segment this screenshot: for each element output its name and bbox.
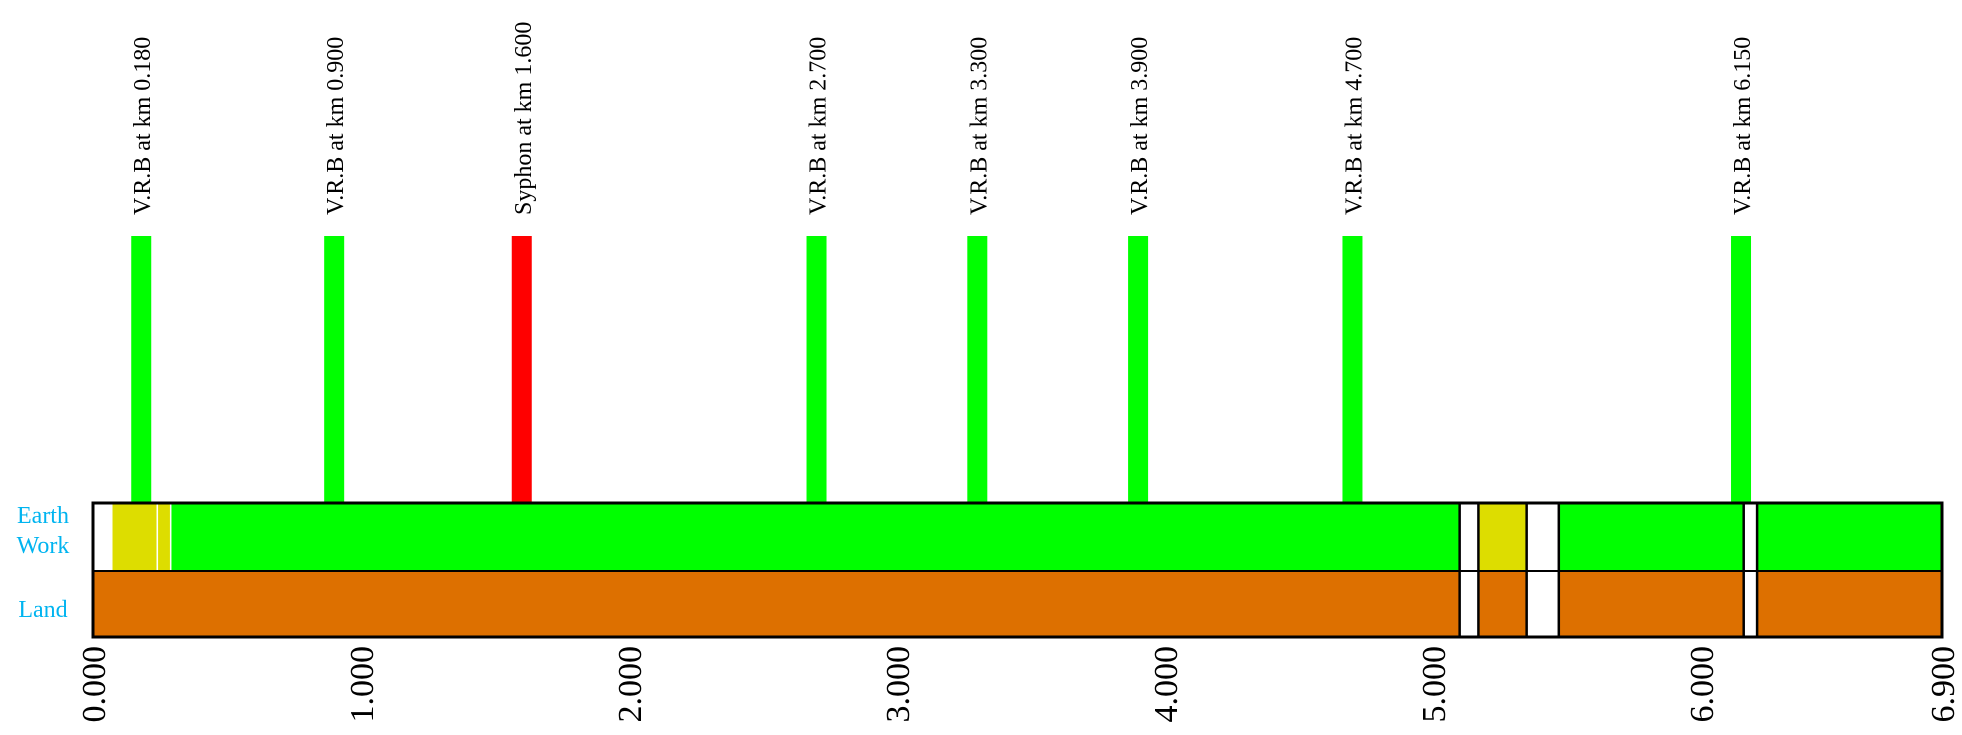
row-label-earth-line2: Work: [17, 533, 70, 559]
x-tick-label: 3.000: [880, 646, 917, 723]
earth-work-segment: [1756, 502, 1943, 572]
structure-marker: [1731, 236, 1752, 503]
strip-frame: [91, 501, 1944, 639]
structure-marker: [806, 236, 827, 503]
x-tick-label: 0.000: [76, 646, 113, 723]
land-row: [93, 571, 1942, 637]
land-segment: [93, 571, 1460, 637]
x-tick-label: 1.000: [344, 646, 381, 723]
row-label-earth-line1: Earth: [17, 503, 69, 529]
row-label-land: Land: [18, 597, 67, 623]
structure-label: V.R.B at km 0.180: [130, 37, 156, 215]
x-axis-ticks: 0.000 1.000 2.000 3.000 4.000 5.000 6.000 6.900: [76, 646, 1962, 723]
structure-marker: [511, 236, 532, 503]
earth-work-row: [111, 502, 1943, 572]
structure-label: V.R.B at km 0.900: [323, 37, 349, 215]
structure-label: Syphon at km 1.600: [511, 22, 537, 215]
earth-work-segment: [111, 502, 159, 572]
x-tick-label: 5.000: [1416, 646, 1453, 723]
x-tick-label: 2.000: [612, 646, 649, 723]
structure-marker: [1128, 236, 1149, 503]
structure-label: V.R.B at km 3.900: [1127, 37, 1153, 215]
x-tick-label: 6.000: [1684, 646, 1721, 723]
land-segment: [1558, 571, 1744, 637]
structure-marker: [1342, 236, 1363, 503]
structure-label: V.R.B at km 3.300: [966, 37, 992, 215]
x-tick-label: 4.000: [1148, 646, 1185, 723]
structure-label: V.R.B at km 4.700: [1341, 37, 1367, 215]
x-tick-label: 6.900: [1925, 646, 1962, 723]
structure-label: V.R.B at km 2.700: [806, 37, 832, 215]
structure-marker: [131, 236, 152, 503]
structure-markers: V.R.B at km 0.180 V.R.B at km 0.900 Syphon…: [130, 22, 1756, 503]
land-segment: [1757, 571, 1942, 637]
structure-marker: [324, 236, 345, 503]
land-segment: [1478, 571, 1527, 637]
earth-work-segment: [1477, 502, 1528, 572]
earth-work-segment: [1558, 502, 1745, 572]
earth-work-segment: [169, 502, 1461, 572]
structure-label: V.R.B at km 6.150: [1730, 37, 1756, 215]
structure-marker: [967, 236, 988, 503]
earth-work-segment: [156, 502, 172, 572]
